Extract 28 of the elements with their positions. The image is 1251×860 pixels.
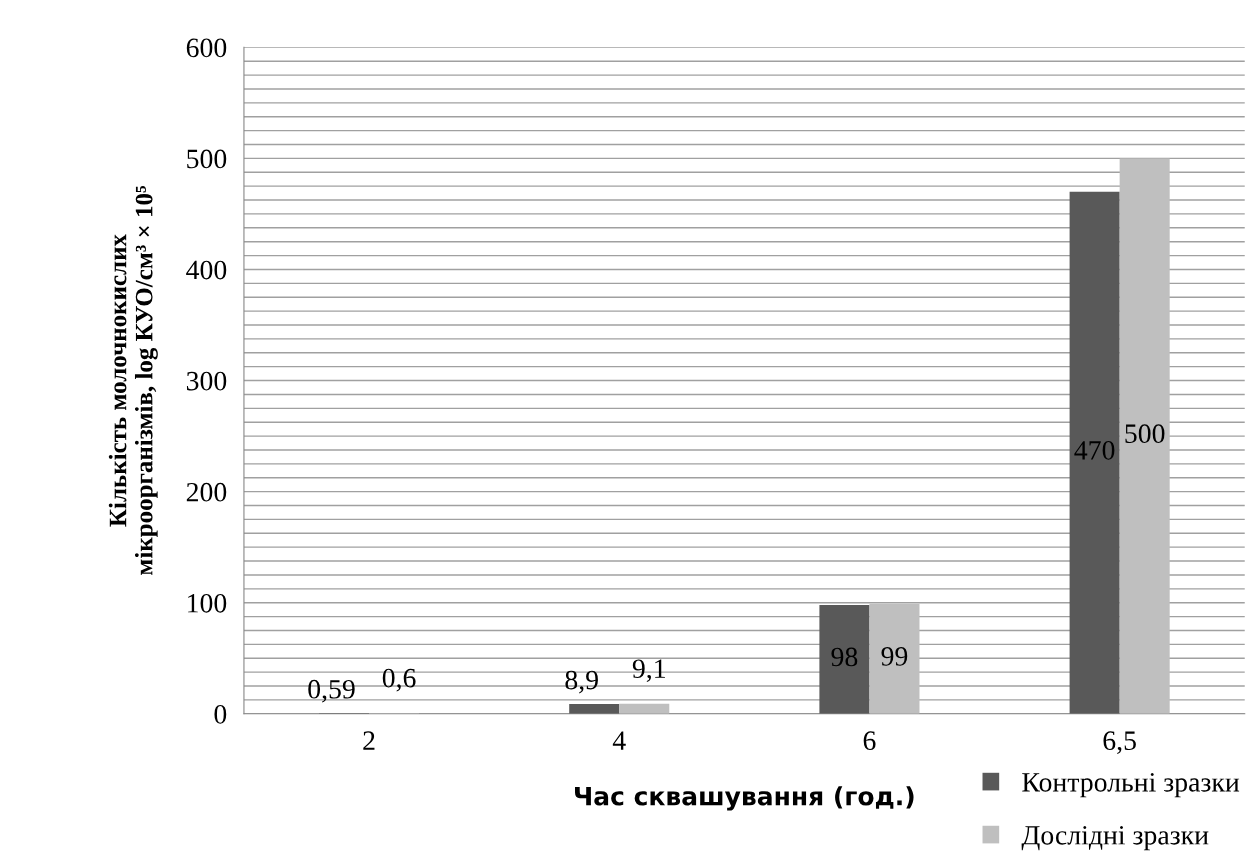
y-tick-label: 400 [186, 260, 227, 280]
data-label: 0,6 [382, 668, 416, 692]
x-tick-label: 6 [863, 731, 876, 751]
y-axis-title: Кількість молочнокислих мікроорганізмів, log КУО/см³ × 10⁵ [108, 185, 158, 576]
legend-label: Дослідні зразки [1021, 825, 1209, 851]
y-tick-label: 0 [214, 704, 227, 724]
x-axis-title: Час сквашування (год.) [575, 786, 914, 811]
bar [869, 603, 920, 714]
bar [1119, 158, 1170, 714]
legend-label: Контрольні зразки [1022, 773, 1240, 798]
y-tick-label: 100 [188, 593, 227, 613]
y-tick-label: 500 [187, 149, 227, 169]
data-label: 98 [831, 647, 858, 667]
data-label: 9,1 [632, 659, 665, 683]
x-tick-label: 6,5 [1103, 731, 1136, 755]
x-tick-label: 2 [363, 731, 375, 750]
y-tick-label: 300 [186, 371, 227, 391]
y-tick-label: 200 [186, 482, 227, 502]
data-label: 8,9 [565, 670, 598, 694]
y-tick-label: 600 [186, 38, 227, 58]
data-label: 470 [1074, 440, 1115, 460]
data-label: 99 [881, 647, 908, 666]
bar [569, 703, 620, 714]
data-label: 0,59 [308, 679, 355, 703]
x-tick-label: 4 [612, 731, 626, 750]
data-label: 500 [1125, 424, 1165, 444]
bar [1069, 191, 1120, 714]
bar [819, 604, 870, 714]
